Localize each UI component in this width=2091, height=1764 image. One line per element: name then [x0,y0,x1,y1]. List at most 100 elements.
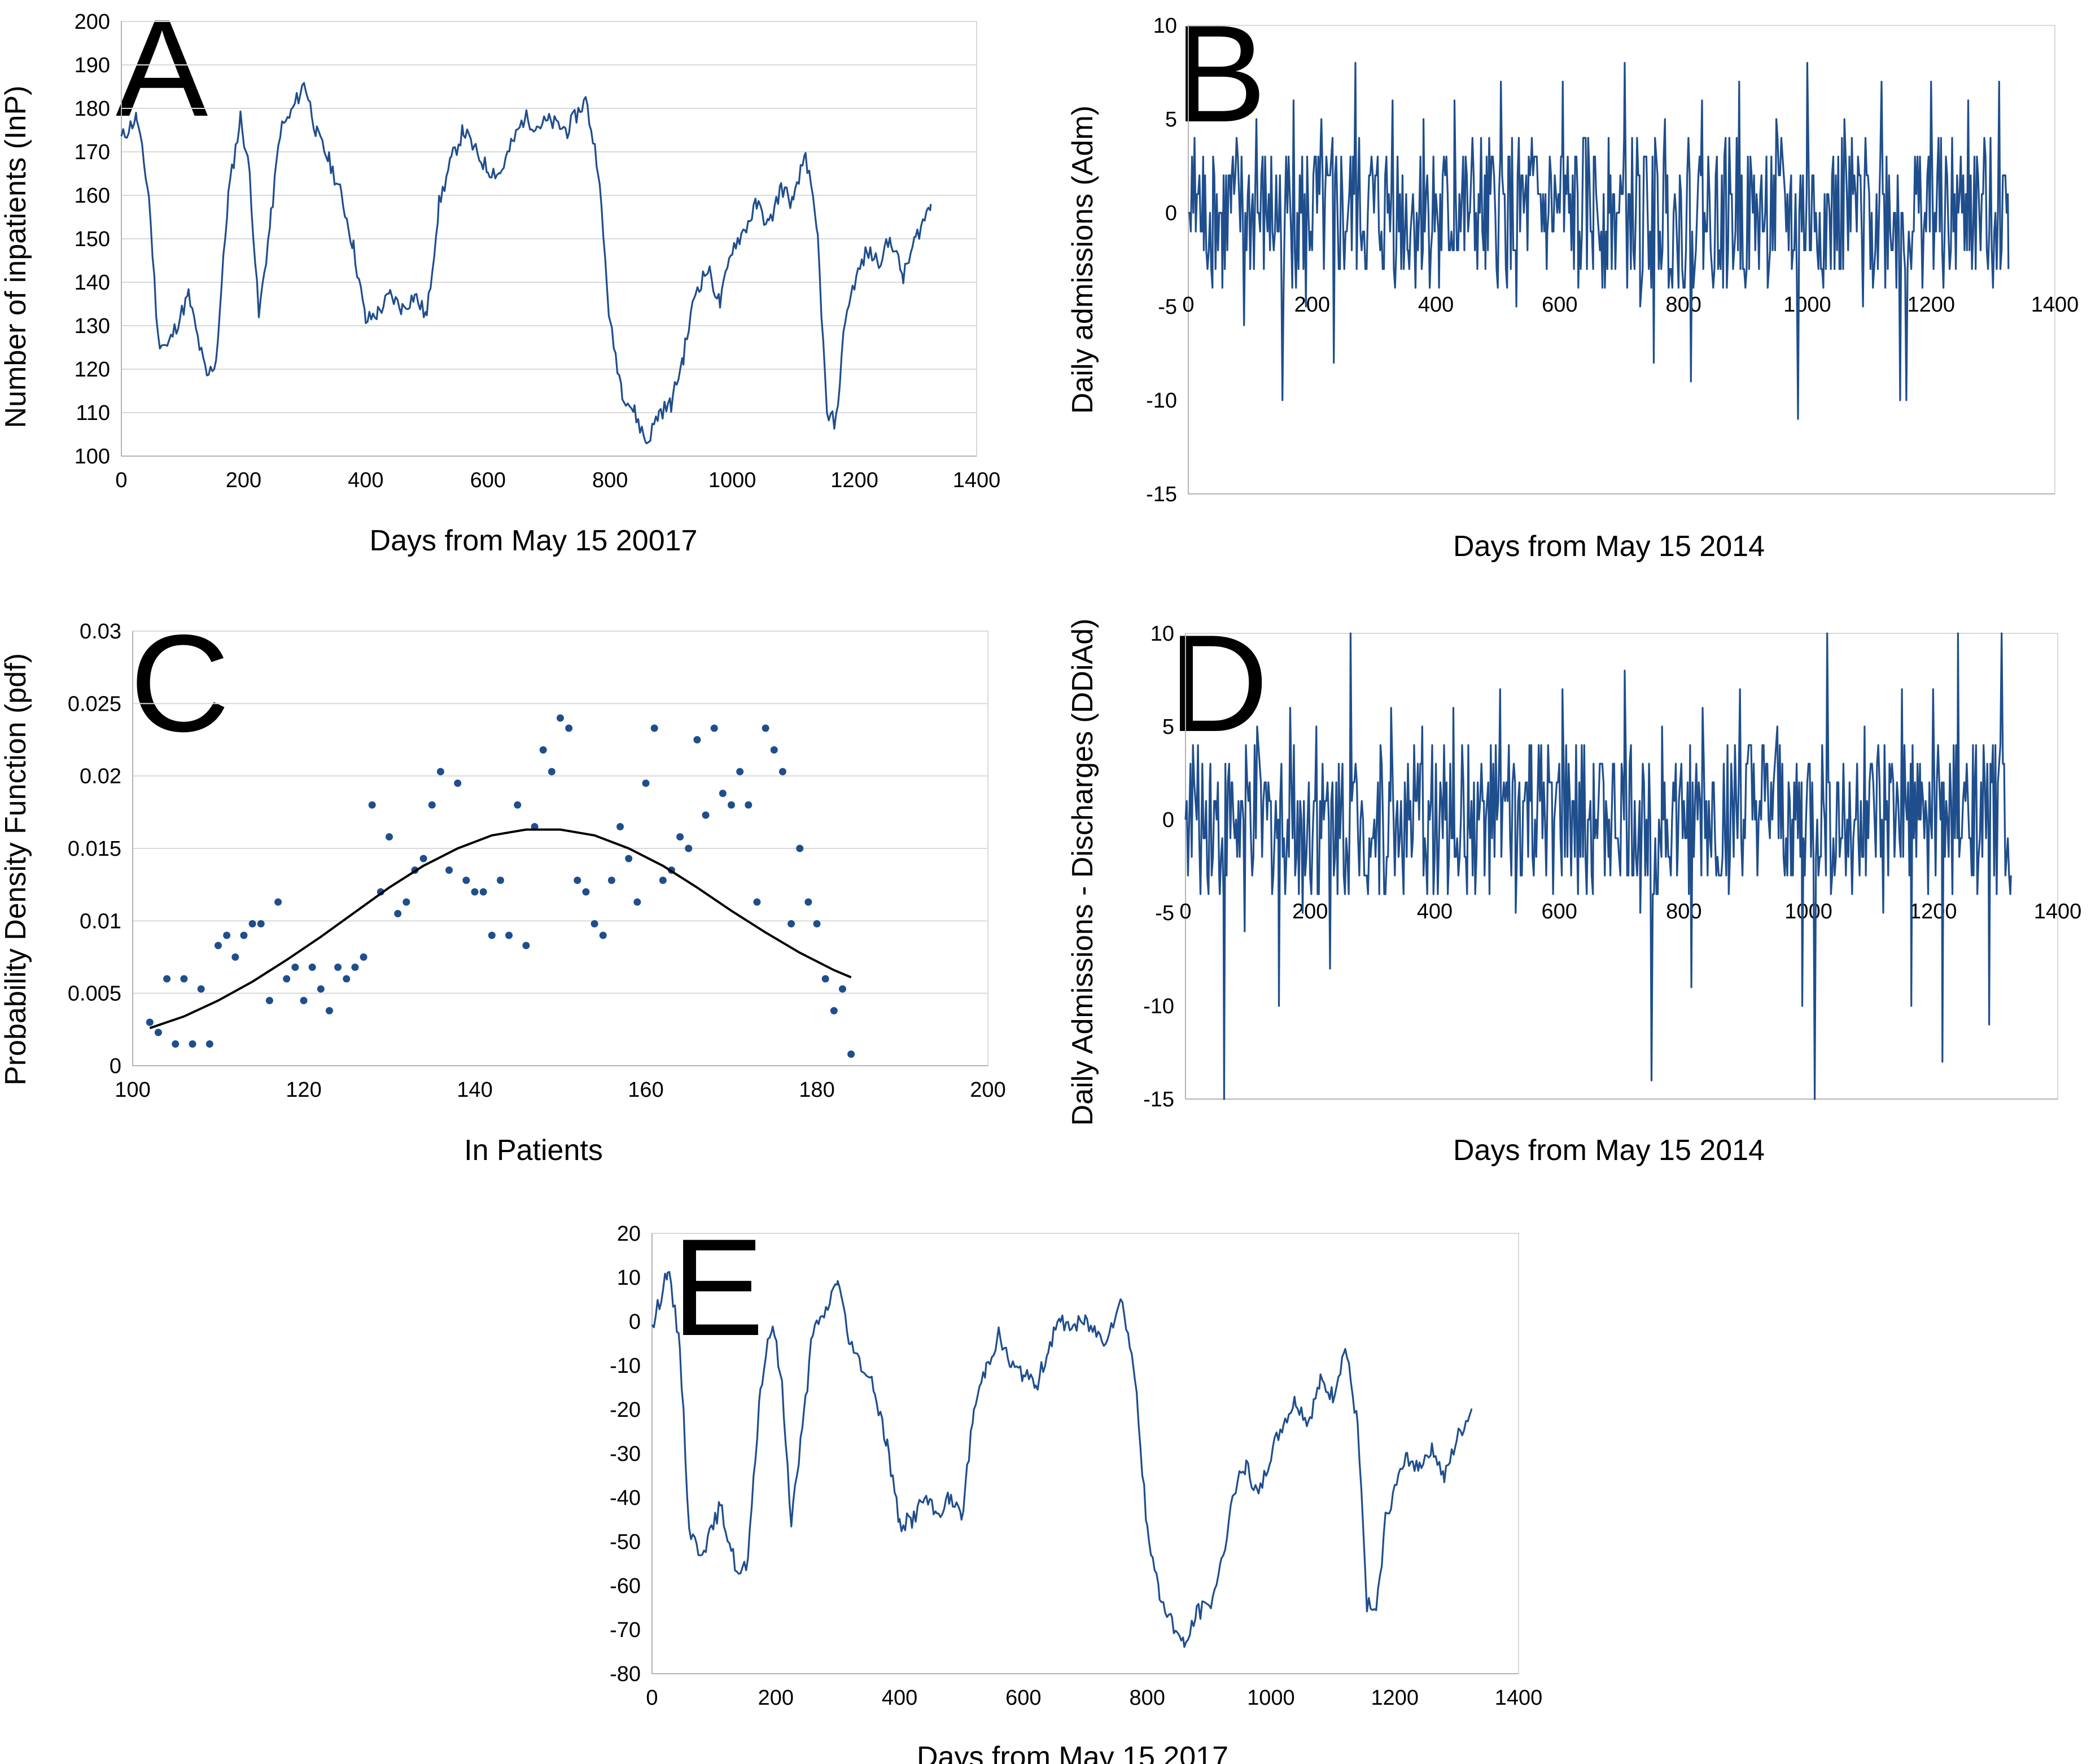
data-point [283,975,291,983]
x-tick-label: 1400 [2031,293,2079,317]
data-point [317,985,325,993]
y-tick-label: 180 [75,97,110,121]
plot-frame [651,1233,1519,1674]
x-tick-label: 180 [799,1078,834,1102]
data-point [308,963,316,971]
y-tick-label: -10 [1143,995,1174,1018]
plot-area: 100 120 140 160 180 200 0 0.005 0.01 0.015 0.02 0.0… [68,620,1006,1102]
x-tick-label: 100 [115,1078,150,1102]
data-point [197,985,205,993]
y-tick-label: -10 [1146,389,1177,413]
y-tick-label: -10 [610,1354,641,1378]
data-point [223,931,231,939]
data-point [514,801,522,809]
data-point [300,997,308,1004]
x-tick-label: 1000 [708,469,756,492]
y-tick-label: 10 [1153,14,1177,38]
y-tick-label: 5 [1162,715,1174,739]
x-axis-title: Days from May 15 2017 [917,1741,1228,1764]
data-point [659,876,667,884]
data-point [548,768,555,776]
y-tick-label: -5 [1155,901,1174,925]
data-point [146,1018,154,1026]
y-axis-title: Daily Admissions - Discharges (DDiAd) [1066,619,1099,1126]
data-point [386,833,393,841]
x-tick-label: 600 [1542,293,1577,317]
y-tick-label: 0.025 [68,692,121,716]
data-point [847,1050,855,1058]
data-point [428,801,436,809]
x-tick-label: 200 [758,1686,794,1710]
data-point [325,1006,333,1014]
data-point [830,1006,838,1014]
x-tick-label: 400 [1417,900,1453,923]
series-line [120,82,932,445]
x-tick-label: 1000 [1247,1686,1295,1710]
data-point [454,780,462,787]
x-tick-label: 0 [646,1686,658,1710]
data-point [813,920,821,927]
x-axis-title: Days from May 15 20017 [370,524,698,557]
data-point [796,844,804,852]
y-tick-label: 0.03 [80,620,121,644]
y-tick-label: 130 [75,314,110,338]
y-tick-label: 10 [617,1266,641,1290]
data-point [719,789,727,797]
y-tick-label: -50 [610,1530,641,1554]
x-tick-label: 140 [457,1078,492,1102]
data-point [778,768,786,776]
data-point [693,736,701,743]
x-tick-label: 1200 [1371,1686,1419,1710]
data-point [736,768,744,776]
y-tick-label: 120 [75,358,110,382]
y-tick-label: 110 [76,401,110,425]
x-tick-label: 1000 [1784,900,1832,923]
y-tick-label: 200 [75,10,110,34]
data-point [205,1040,213,1048]
x-tick-label: 400 [348,469,383,492]
panel-label: E [672,1210,764,1364]
data-point [343,975,351,983]
y-tick-label: -60 [610,1574,641,1598]
x-tick-label: 1400 [1495,1686,1543,1710]
data-point [539,746,547,754]
y-tick-label: -40 [610,1486,641,1510]
data-point [403,898,410,906]
panel-label: D [1169,606,1268,760]
fit-curve [149,828,852,1030]
y-tick-label: 0 [1162,808,1174,832]
data-point [557,714,564,722]
x-tick-label: 200 [1292,900,1328,923]
data-point [582,888,590,896]
y-axis-title: Daily admissions (Adm) [1066,106,1099,414]
x-axis-title: In Patients [464,1134,603,1167]
data-point [821,975,829,983]
data-point [163,975,171,983]
data-point [172,1040,180,1048]
x-tick-label: 1000 [1783,293,1831,317]
data-point [240,931,248,939]
data-point [274,898,282,906]
data-point [479,888,487,896]
y-tick-label: 10 [1151,622,1174,646]
data-point [360,953,368,961]
y-tick-label: 20 [617,1222,641,1246]
panel-e: E Days from May 15 2017 0 200 400 600 800 100… [610,1210,1542,1764]
y-tick-label: 0.005 [68,982,121,1006]
data-point [231,953,239,961]
panel-c: C In Patients Probability Density Functi… [0,606,1006,1167]
data-point [291,963,299,971]
data-point [590,920,598,927]
x-tick-label: 1400 [2034,900,2082,923]
y-tick-label: 0 [1165,202,1177,225]
x-tick-label: 0 [1179,900,1191,923]
data-point [676,833,684,841]
x-tick-label: 800 [1666,900,1701,923]
data-point [633,898,641,906]
data-point [445,866,453,874]
data-point [496,876,504,884]
y-tick-label: 0 [110,1054,121,1078]
panel-label: C [130,606,230,760]
